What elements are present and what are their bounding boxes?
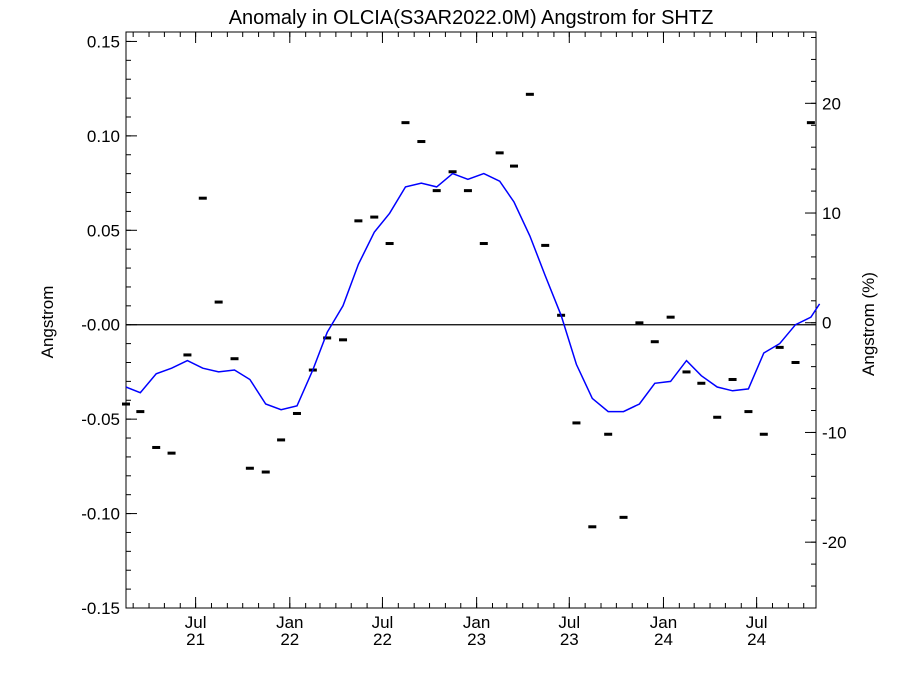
data-point — [713, 415, 722, 419]
data-point — [354, 219, 363, 223]
data-point — [650, 340, 659, 344]
x-tick-label-month: Jul — [558, 613, 580, 632]
axes: 0.15 0.10 0.05 -0.00 -0.05 -0.10 -0.15 20 10 0 -10… — [81, 31, 847, 649]
x-tick-label-month: Jan — [650, 613, 677, 632]
plot-frame — [125, 31, 817, 609]
data-point — [666, 315, 675, 319]
x-tick-label-month: Jul — [746, 613, 768, 632]
series-line — [125, 172, 821, 413]
chart-title: Anomaly in OLCIA(S3AR2022.0M) Angstrom f… — [229, 7, 714, 29]
data-point — [728, 377, 737, 381]
plot-area — [122, 92, 821, 529]
data-point — [370, 215, 379, 219]
data-point — [682, 370, 691, 374]
y-tick-label: -0.15 — [81, 599, 120, 618]
data-point — [261, 470, 270, 474]
data-point — [541, 243, 550, 247]
y-axis-label: Angstrom — [38, 286, 57, 359]
x-tick-label-year: 23 — [467, 630, 486, 649]
data-point — [167, 451, 176, 455]
data-point — [198, 196, 207, 200]
data-point — [417, 140, 426, 144]
data-point — [385, 242, 394, 246]
data-point — [744, 410, 753, 414]
data-point — [525, 92, 534, 96]
data-point — [604, 432, 613, 436]
data-point — [339, 338, 348, 342]
data-point — [509, 164, 518, 168]
x-tick-label-year: 24 — [747, 630, 766, 649]
data-point — [479, 242, 488, 246]
data-point — [791, 360, 800, 364]
y2-tick-label: 20 — [822, 94, 841, 113]
y-tick-label: 0.15 — [87, 32, 120, 51]
x-tick-label-year: 23 — [560, 630, 579, 649]
data-point — [183, 353, 192, 357]
y2-tick-label: -20 — [822, 533, 847, 552]
data-point — [214, 300, 223, 304]
x-tick-label-month: Jan — [463, 613, 490, 632]
data-point — [277, 438, 286, 442]
y-tick-label: -0.05 — [81, 410, 120, 429]
data-point — [588, 525, 597, 529]
y-tick-label: 0.10 — [87, 127, 120, 146]
data-point — [230, 357, 239, 361]
x-tick-label-year: 21 — [186, 630, 205, 649]
data-point — [323, 336, 332, 340]
data-point — [495, 151, 504, 155]
data-point — [572, 421, 581, 425]
data-point — [697, 381, 706, 385]
y-tick-label: -0.10 — [81, 505, 120, 524]
data-point — [619, 515, 628, 519]
y2-axis-label: Angstrom (%) — [859, 272, 878, 376]
data-point — [775, 345, 784, 349]
y2-tick-label: -10 — [822, 423, 847, 442]
data-point — [759, 432, 768, 436]
x-tick-label-year: 22 — [280, 630, 299, 649]
y2-tick-label: 0 — [822, 314, 831, 333]
data-point — [401, 121, 410, 125]
data-point — [635, 321, 644, 325]
x-tick-label-month: Jan — [276, 613, 303, 632]
data-point — [432, 189, 441, 193]
data-point — [152, 445, 161, 449]
data-point — [122, 402, 130, 406]
data-point — [448, 170, 457, 174]
data-point — [245, 466, 254, 470]
x-tick-label-month: Jul — [372, 613, 394, 632]
data-point — [292, 411, 301, 415]
x-tick-label-year: 22 — [373, 630, 392, 649]
y-tick-label: -0.00 — [81, 316, 120, 335]
y2-tick-label: 10 — [822, 204, 841, 223]
x-tick-label-year: 24 — [654, 630, 673, 649]
data-point — [463, 189, 472, 193]
y-tick-label: 0.05 — [87, 221, 120, 240]
x-tick-label-month: Jul — [185, 613, 207, 632]
data-point — [806, 121, 815, 125]
data-point — [136, 410, 145, 414]
